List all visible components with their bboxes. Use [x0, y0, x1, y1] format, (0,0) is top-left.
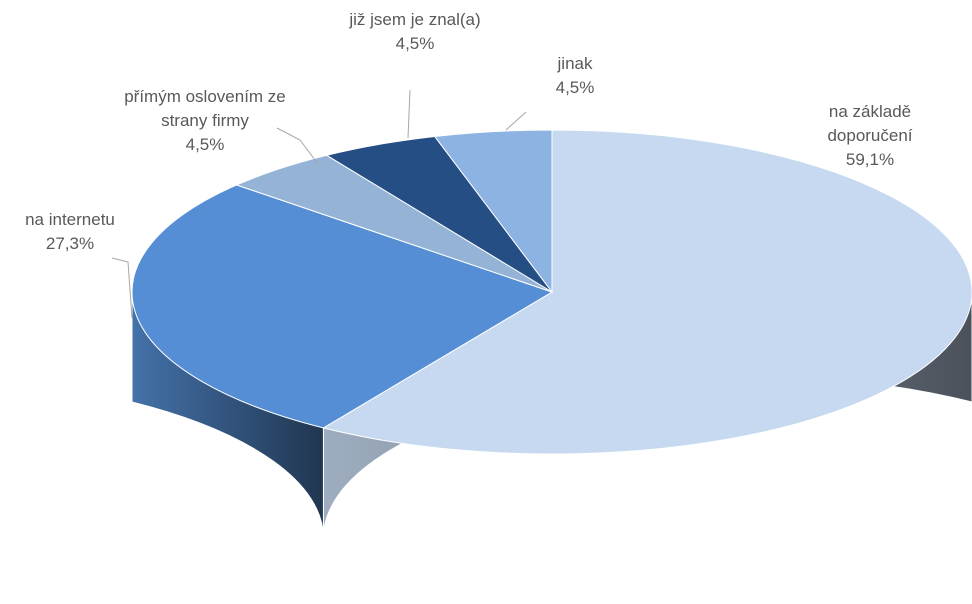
slice-category: jinak: [557, 54, 593, 73]
slice-value: 27,3%: [45, 234, 95, 253]
slice-category: přímým oslovením ze strany firmy: [124, 87, 286, 130]
slice-category: již jsem je znal(a): [349, 10, 481, 29]
slice-value: 4,5%: [555, 78, 595, 97]
leader-line: [111, 257, 133, 319]
slice-label: na internetu 27,3%: [0, 208, 140, 256]
slice-label: přímým oslovením ze strany firmy 4,5%: [100, 85, 310, 157]
slice-category: na základě doporučení: [827, 102, 913, 145]
leader-line: [276, 127, 319, 165]
pie-slice: [433, 129, 553, 294]
leader-line: [407, 89, 411, 139]
pie-slice: [131, 184, 554, 429]
slice-value: 4,5%: [185, 135, 225, 154]
slice-value: 4,5%: [395, 34, 435, 53]
pie-slice: [322, 129, 972, 455]
slice-label: již jsem je znal(a) 4,5%: [320, 8, 510, 56]
slice-category: na internetu: [25, 210, 115, 229]
slice-value: 59,1%: [845, 150, 895, 169]
slice-label: jinak 4,5%: [530, 52, 620, 100]
leader-line: [505, 111, 527, 131]
slice-label: na základě doporučení 59,1%: [808, 100, 932, 172]
